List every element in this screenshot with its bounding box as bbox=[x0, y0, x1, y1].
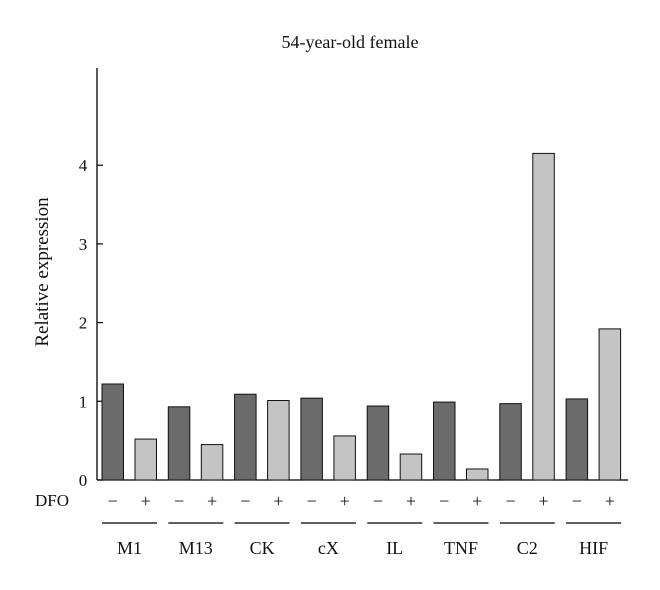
y-tick-label: 3 bbox=[79, 235, 88, 254]
treatment-mark: − bbox=[505, 491, 515, 511]
bar bbox=[234, 393, 257, 481]
bar bbox=[499, 403, 522, 481]
bar bbox=[466, 468, 489, 481]
treatment-mark: − bbox=[240, 491, 250, 511]
treatment-mark: − bbox=[439, 491, 449, 511]
group-labels: − + M1 − + M13 − + CK − + cX − + IL − + TNF − + C2 − + HIF bbox=[102, 491, 622, 558]
y-tick-label: 0 bbox=[79, 471, 88, 490]
bar bbox=[300, 397, 323, 481]
bar bbox=[366, 405, 390, 481]
bar bbox=[598, 328, 622, 481]
bar bbox=[134, 438, 157, 481]
treatment-mark: + bbox=[538, 491, 548, 511]
x-tick-label: M13 bbox=[179, 538, 213, 558]
bar bbox=[101, 383, 124, 481]
treatment-mark: + bbox=[472, 491, 482, 511]
treatment-mark: + bbox=[207, 491, 217, 511]
x-tick-label: IL bbox=[386, 538, 403, 558]
bar bbox=[399, 453, 423, 481]
x-tick-label: HIF bbox=[579, 538, 608, 558]
bar bbox=[333, 435, 356, 481]
bar bbox=[565, 398, 589, 481]
treatment-mark: + bbox=[141, 491, 151, 511]
treatment-mark: − bbox=[108, 491, 118, 511]
treatment-mark: − bbox=[174, 491, 184, 511]
y-tick-label: 1 bbox=[79, 392, 88, 411]
x-tick-label: C2 bbox=[517, 538, 538, 558]
treatment-label: DFO bbox=[35, 491, 69, 510]
bar bbox=[532, 152, 555, 481]
bar bbox=[167, 406, 191, 481]
y-axis-label: Relative expression bbox=[32, 197, 53, 347]
bar bbox=[200, 444, 224, 481]
treatment-mark: + bbox=[340, 491, 350, 511]
treatment-mark: − bbox=[572, 491, 582, 511]
treatment-mark: + bbox=[605, 491, 615, 511]
x-tick-label: TNF bbox=[444, 538, 478, 558]
chart-title: 54-year-old female bbox=[281, 32, 418, 52]
y-tick-label: 2 bbox=[79, 314, 88, 333]
bar bbox=[433, 401, 456, 481]
treatment-mark: + bbox=[273, 491, 283, 511]
bars bbox=[101, 152, 622, 481]
treatment-mark: − bbox=[373, 491, 383, 511]
bar bbox=[267, 400, 290, 481]
treatment-mark: − bbox=[307, 491, 317, 511]
x-tick-label: CK bbox=[250, 538, 275, 558]
y-tick-label: 4 bbox=[79, 156, 88, 175]
x-tick-label: cX bbox=[318, 538, 339, 558]
x-tick-label: M1 bbox=[117, 538, 142, 558]
treatment-mark: + bbox=[406, 491, 416, 511]
